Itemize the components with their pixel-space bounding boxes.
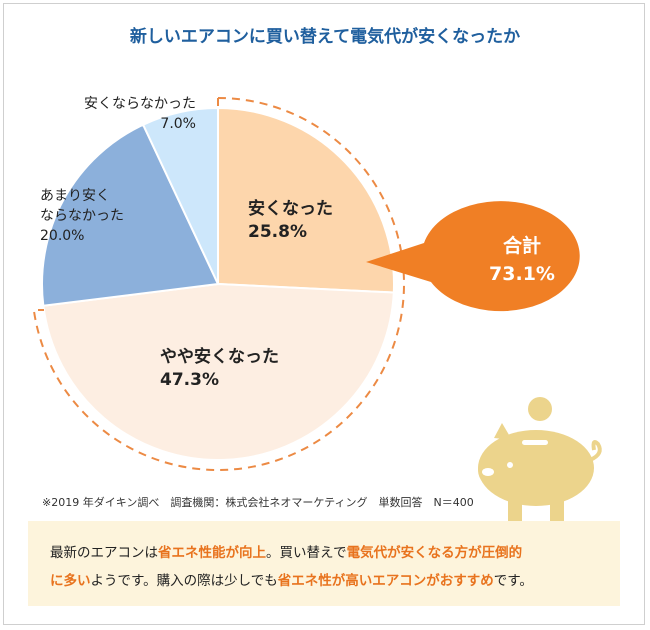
slice-label-yasukunatta: 安くなった 25.8% [248, 198, 333, 244]
slice-label-amari: あまり安く ならなかった 20.0% [40, 186, 124, 246]
pie-slices [41, 106, 395, 461]
note-text: 最新のエアコンは [50, 545, 158, 561]
note-emphasis: に多い [50, 573, 91, 589]
piggy-bank-icon [478, 397, 602, 524]
note-emphasis: 省エネ性能が向上 [158, 545, 266, 561]
highlight-dashed-arc-outer [32, 97, 405, 471]
pie-slice-3 [141, 106, 219, 285]
slice-label-name: 安くならなかった [84, 96, 196, 112]
slice-label-name-line2: ならなかった [40, 208, 124, 224]
slice-label-name: やや安くなった [160, 347, 279, 367]
pie-slice-1 [42, 282, 395, 461]
pie-slice-2 [41, 123, 220, 307]
total-bubble: 合計 73.1% [452, 232, 592, 288]
note-text: ようです。購入の際は少しでも [90, 573, 278, 589]
total-bubble-shape [366, 201, 580, 312]
note-emphasis: 省エネ性が高いエアコンがおすすめ [277, 573, 494, 589]
note-text: 。買い替えで [266, 545, 347, 561]
slice-label-value: 47.3% [160, 370, 219, 390]
slice-label-value: 25.8% [248, 222, 307, 242]
chart-title: 新しいエアコンに買い替えて電気代が安くなったか [129, 27, 521, 47]
total-bubble-label: 合計 [502, 235, 541, 257]
note-text: です。 [493, 573, 533, 589]
slice-label-yasukunaranakatta: 安くならなかった 7.0% [66, 94, 196, 134]
total-bubble-value: 73.1% [489, 263, 555, 285]
slice-label-name: 安くなった [248, 199, 333, 219]
source-note: ※2019 年ダイキン調べ 調査機関：株式会社ネオマーケティング 単数回答 N＝… [42, 496, 474, 509]
slice-label-value: 7.0% [160, 116, 196, 132]
slice-label-value: 20.0% [40, 228, 85, 244]
slice-label-yaya-yasukunatta: やや安くなった 47.3% [160, 346, 279, 392]
slice-label-name-line1: あまり安く [40, 188, 110, 204]
summary-note: 最新のエアコンは省エネ性能が向上。買い替えで電気代が安くなる方が圧倒的に多いよう… [28, 521, 620, 606]
note-emphasis: 電気代が安くなる方が圧倒的 [346, 545, 523, 561]
